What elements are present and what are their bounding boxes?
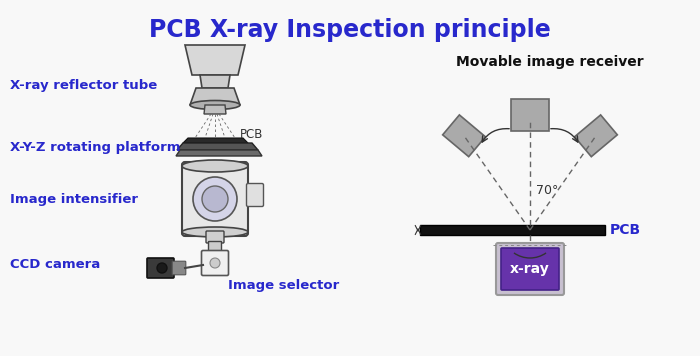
FancyBboxPatch shape [501, 248, 559, 290]
FancyBboxPatch shape [202, 251, 228, 276]
Text: PCB: PCB [240, 129, 263, 141]
FancyBboxPatch shape [496, 243, 564, 295]
Bar [442, 115, 485, 157]
FancyBboxPatch shape [246, 183, 263, 206]
Text: Image intensifier: Image intensifier [10, 193, 138, 205]
FancyBboxPatch shape [182, 162, 248, 236]
FancyBboxPatch shape [172, 261, 186, 275]
Bar [420, 225, 605, 235]
Text: PCB: PCB [610, 223, 641, 237]
Circle shape [157, 263, 167, 273]
Bar [511, 99, 549, 131]
Circle shape [193, 177, 237, 221]
Text: 70°: 70° [536, 184, 559, 197]
Polygon shape [190, 88, 240, 105]
Polygon shape [204, 105, 226, 114]
Polygon shape [183, 138, 248, 143]
Ellipse shape [182, 227, 248, 237]
Polygon shape [176, 150, 262, 156]
Text: Image selector: Image selector [228, 278, 340, 292]
Text: CCD camera: CCD camera [10, 258, 100, 272]
FancyBboxPatch shape [209, 241, 221, 252]
Circle shape [202, 186, 228, 212]
Polygon shape [185, 45, 245, 75]
Text: X-ray reflector tube: X-ray reflector tube [10, 79, 158, 91]
Ellipse shape [190, 100, 240, 110]
Text: PCB X-ray Inspection principle: PCB X-ray Inspection principle [149, 18, 551, 42]
Polygon shape [200, 75, 230, 88]
Bar [575, 115, 617, 157]
FancyBboxPatch shape [147, 258, 174, 278]
Text: Movable image receiver: Movable image receiver [456, 55, 644, 69]
Text: X-Y-Z rotating platform: X-Y-Z rotating platform [10, 141, 181, 153]
Polygon shape [177, 143, 258, 150]
FancyBboxPatch shape [206, 231, 224, 243]
Circle shape [210, 258, 220, 268]
Ellipse shape [182, 160, 248, 172]
Text: x-ray: x-ray [510, 262, 550, 276]
